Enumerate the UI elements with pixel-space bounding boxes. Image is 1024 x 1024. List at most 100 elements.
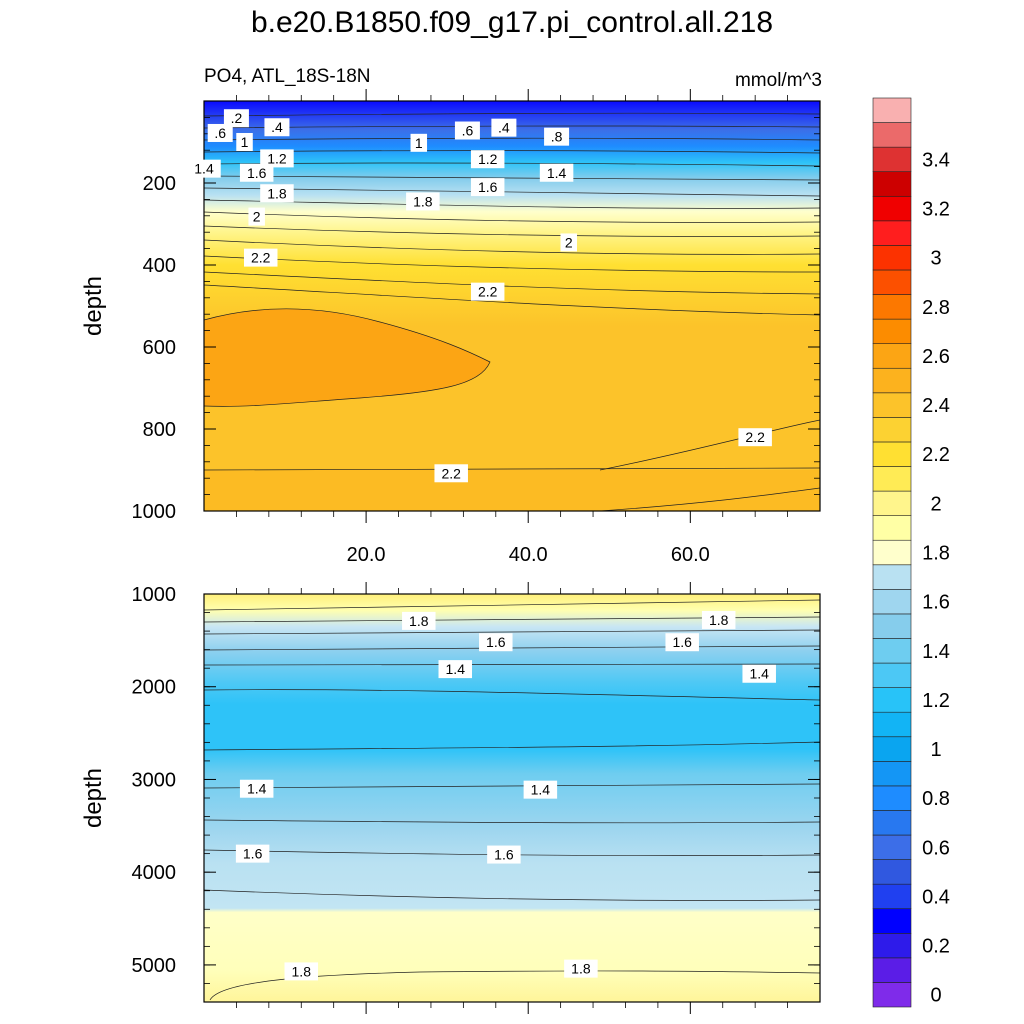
upper-contour-line: [203, 255, 821, 273]
upper-units-label: mmol/m^3: [735, 70, 822, 91]
contour-label: 1.8: [564, 959, 598, 978]
contour-label-box: [539, 163, 574, 182]
lower-contour-line: [203, 783, 821, 789]
contour-label-box: [223, 109, 249, 128]
y-tick-label: 4000: [132, 862, 177, 884]
contour-label-text: 2: [565, 234, 573, 250]
contour-label-box: [701, 610, 736, 629]
contour-label-box: [560, 233, 577, 252]
contour-label-box: [479, 633, 513, 652]
upper-contour-line: [203, 284, 821, 316]
y-tick-label: 2000: [132, 677, 177, 699]
colorbar-swatch: [872, 146, 912, 173]
lower-contour-line: [209, 970, 821, 1001]
lower-contour-line: [203, 689, 821, 701]
y-tick-label: 600: [143, 337, 176, 359]
contour-label: 1.6: [239, 163, 274, 182]
contour-label-box: [742, 664, 776, 683]
contour-label-box: [260, 149, 294, 168]
colorbar-label: 2.8: [922, 297, 950, 319]
contour-label-text: 1.8: [267, 185, 287, 201]
colorbar-swatch: [872, 343, 912, 369]
colorbar-label: 2.6: [922, 346, 950, 368]
contour-label-box: [470, 178, 505, 197]
contour-label-text: 1.4: [547, 165, 567, 181]
contour-label: 1: [236, 133, 253, 151]
upper-contour-line: [203, 225, 821, 237]
contour-label: 2.2: [738, 428, 772, 447]
colorbar-label: 0.4: [922, 886, 950, 908]
colorbar-label: 3.4: [922, 149, 950, 171]
chart-title: b.e20.B1850.f09_g17.pi_control.all.218: [250, 6, 774, 39]
contour-label-box: [438, 660, 473, 679]
colorbar-swatch: [872, 589, 912, 615]
lower-y-axis-label: depth: [80, 768, 107, 828]
contour-label-text: 1.8: [409, 613, 429, 629]
contour-label-box: [406, 192, 440, 211]
contour-label-text: 2.2: [745, 429, 765, 445]
colorbar-swatch: [872, 761, 912, 787]
colorbar-swatch: [872, 883, 912, 910]
colorbar-label: 1.8: [922, 543, 950, 565]
colorbar-swatch: [872, 957, 912, 983]
colorbar-label: 2.4: [922, 395, 950, 417]
contour-label-text: 2.2: [441, 465, 461, 481]
contour-label-text: 2.2: [251, 250, 271, 266]
colorbar-swatch: [872, 392, 912, 418]
lower-field: [204, 594, 820, 1002]
contour-label: .6: [207, 123, 233, 142]
contour-label: 1.6: [487, 845, 521, 864]
colorbar-swatch: [872, 417, 912, 443]
lower-contour-line: [203, 889, 821, 901]
contour-label: 2.2: [243, 248, 278, 267]
y-tick-label: 1000: [132, 584, 177, 606]
colorbar-label: 3.2: [922, 199, 950, 221]
contour-label: .6: [454, 121, 480, 140]
contour-label-text: 1.6: [494, 847, 514, 863]
contour-label-text: .2: [231, 110, 243, 126]
colorbar-swatch: [872, 711, 912, 738]
contour-label: 1.6: [235, 844, 270, 863]
colorbar-swatch: [872, 613, 912, 639]
contour-label-box: [470, 150, 505, 169]
contour-label-text: 1.4: [446, 661, 466, 677]
colorbar-label: 1.4: [922, 641, 950, 663]
lower-contour-line: [203, 819, 821, 824]
contour-label: 2.2: [434, 464, 468, 483]
contour-label-box: [207, 123, 233, 142]
colorbar-label: 2: [930, 493, 941, 515]
contour-label-box: [284, 962, 319, 981]
colorbar: 0 0.2 0.4 0.6 0.8 1 1.2 1.4 1.6 1.8 2 2.2 2.4 2.6 2.8 3…: [872, 97, 950, 1008]
colorbar-swatch: [872, 810, 912, 836]
contour-label-box: [454, 121, 480, 140]
colorbar-swatch: [872, 638, 912, 664]
contour-label-text: .4: [498, 120, 510, 136]
contour-label-box: [434, 464, 468, 483]
colorbar-swatch: [872, 859, 912, 885]
contour-label-box: [264, 118, 290, 137]
y-tick-label: 3000: [132, 769, 177, 791]
colorbar-swatch: [872, 441, 912, 467]
colorbar-label: 0.6: [922, 837, 950, 859]
contour-label-box: [402, 611, 436, 630]
lower-contour-line: [203, 741, 821, 751]
contour-label: 2: [248, 207, 265, 226]
contour-label: .2: [223, 109, 249, 128]
colorbar-label: 0: [930, 985, 941, 1007]
contour-label-box: [410, 133, 428, 152]
contour-label: 1: [410, 133, 428, 152]
upper-field: [204, 101, 820, 511]
colorbar-swatch: [872, 662, 912, 688]
contour-label-text: .6: [214, 125, 226, 141]
contour-label-text: 1.4: [531, 782, 551, 798]
colorbar-label: 3: [930, 248, 941, 270]
contour-label: 1.6: [479, 633, 513, 652]
contour-label-box: [470, 282, 505, 301]
contour-label-text: 1.6: [478, 179, 498, 195]
lower-contour-labels: 1.8 1.8 1.6 1.6 1.4 1.4 1.4 1.4 1.6 1.6 1.8 1.8: [235, 610, 776, 981]
colorbar-swatch: [872, 932, 912, 959]
contour-label-text: 1.4: [247, 781, 267, 797]
colorbar-label: 0.2: [922, 936, 950, 958]
contour-label-box: [187, 159, 221, 178]
